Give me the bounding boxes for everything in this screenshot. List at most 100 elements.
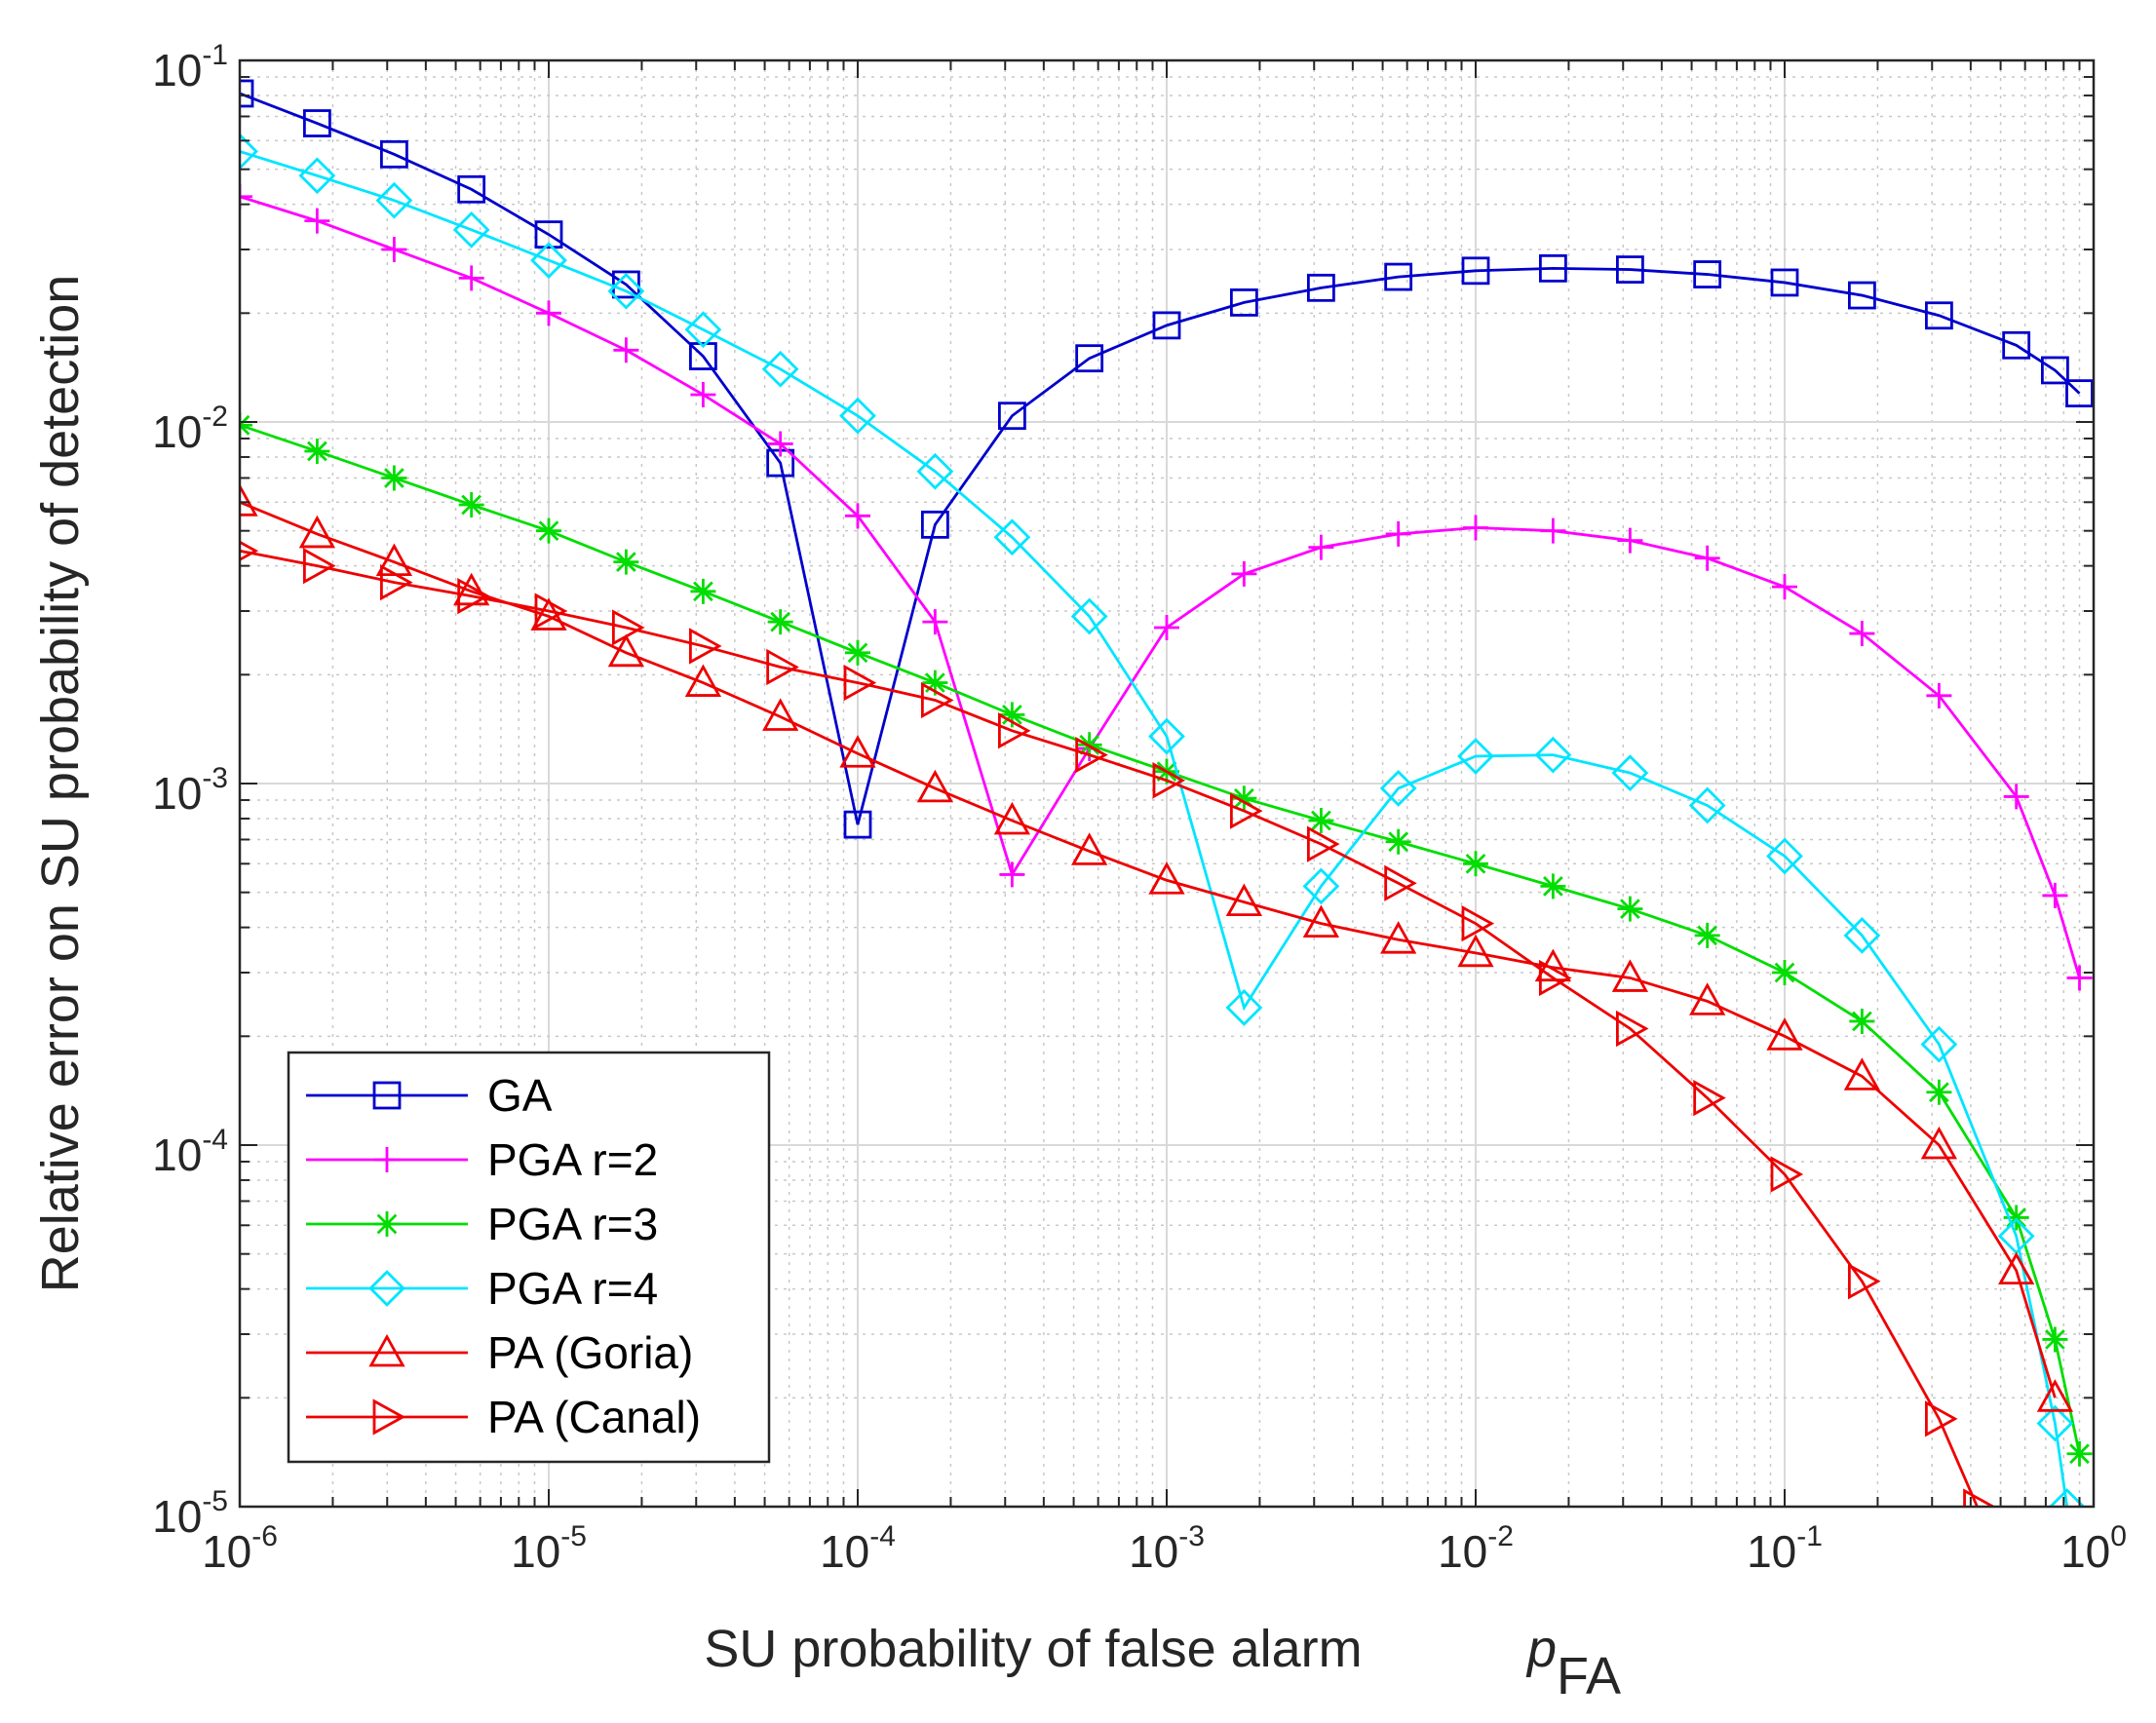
x-axis-label: SU probability of false alarm bbox=[704, 1620, 1362, 1678]
y-tick-label-exponent: -1 bbox=[202, 39, 228, 71]
marker-diamond bbox=[240, 133, 258, 171]
marker-diamond bbox=[1534, 736, 1572, 774]
marker-plus bbox=[1849, 621, 1875, 647]
marker-asterisk bbox=[2066, 1440, 2093, 1467]
marker-triangle-up bbox=[762, 698, 799, 731]
marker-asterisk bbox=[1617, 896, 1643, 922]
marker-triangle-up bbox=[1920, 1126, 1958, 1160]
marker-asterisk bbox=[1694, 922, 1720, 948]
x-tick-label-exponent: 0 bbox=[2110, 1520, 2127, 1552]
marker-diamond bbox=[1302, 867, 1340, 905]
marker-triangle-up bbox=[1843, 1057, 1881, 1091]
marker-asterisk bbox=[1385, 828, 1411, 855]
marker-square bbox=[998, 402, 1026, 431]
x-tick-label-base: 10 bbox=[1129, 1526, 1178, 1577]
marker-plus bbox=[381, 236, 407, 262]
x-tick-label: 10-2 bbox=[1438, 1520, 1514, 1577]
marker-square bbox=[1307, 273, 1335, 302]
marker-asterisk bbox=[304, 439, 330, 465]
marker-asterisk bbox=[2003, 1205, 2029, 1231]
marker-plus bbox=[374, 1147, 400, 1172]
marker-square bbox=[1384, 262, 1413, 291]
marker-plus bbox=[690, 381, 716, 407]
marker-triangle-up bbox=[684, 664, 722, 697]
marker-diamond bbox=[2048, 1488, 2086, 1507]
marker-triangle-right bbox=[1384, 864, 1417, 901]
marker-triangle-up bbox=[1611, 959, 1649, 992]
legend-label: PA (Canal) bbox=[487, 1392, 701, 1442]
marker-asterisk bbox=[1772, 959, 1797, 985]
x-axis-subscript: FA bbox=[1557, 1647, 1621, 1705]
y-tick-label: 10-5 bbox=[152, 1485, 228, 1542]
marker-plus bbox=[1308, 534, 1334, 560]
marker-diamond bbox=[452, 211, 490, 249]
marker-triangle-up bbox=[1457, 934, 1494, 968]
legend-item: PA (Canal) bbox=[306, 1392, 701, 1442]
marker-triangle-right bbox=[766, 648, 799, 686]
x-tick-label-base: 10 bbox=[2060, 1526, 2110, 1577]
marker-asterisk bbox=[767, 609, 793, 635]
marker-diamond bbox=[1688, 786, 1726, 824]
marker-triangle-right bbox=[302, 548, 336, 585]
marker-asterisk bbox=[613, 549, 639, 575]
marker-plus bbox=[240, 183, 252, 210]
marker-square bbox=[457, 174, 486, 204]
marker-triangle-right bbox=[457, 578, 490, 615]
marker-triangle-right bbox=[1693, 1080, 1726, 1117]
x-axis-symbol: p bbox=[1525, 1620, 1557, 1678]
marker-triangle-right bbox=[372, 1398, 406, 1436]
marker-triangle-right bbox=[534, 593, 568, 630]
marker-diamond bbox=[761, 350, 799, 388]
marker-triangle-right bbox=[1461, 905, 1495, 942]
x-tick-label: 10-3 bbox=[1129, 1520, 1205, 1577]
x-tick-label-exponent: -6 bbox=[251, 1520, 278, 1552]
marker-asterisk bbox=[690, 578, 716, 604]
y-tick-label: 10-1 bbox=[152, 39, 228, 96]
x-tick-label-base: 10 bbox=[511, 1526, 560, 1577]
x-tick-label-exponent: -4 bbox=[869, 1520, 896, 1552]
marker-asterisk bbox=[374, 1211, 400, 1237]
y-tick-label-exponent: -5 bbox=[202, 1485, 228, 1517]
legend-label: GA bbox=[487, 1070, 553, 1121]
marker-triangle-right bbox=[920, 681, 954, 719]
y-tick-label-exponent: -2 bbox=[202, 401, 228, 433]
x-tick-label-exponent: -5 bbox=[560, 1520, 587, 1552]
marker-asterisk bbox=[999, 702, 1025, 728]
marker-plus bbox=[1385, 520, 1411, 547]
marker-diamond bbox=[1843, 917, 1881, 954]
marker-diamond bbox=[1070, 597, 1108, 635]
marker-square bbox=[2002, 330, 2031, 360]
marker-triangle-up bbox=[1302, 904, 1340, 938]
marker-plus bbox=[1154, 614, 1179, 640]
marker-plus bbox=[1540, 517, 1566, 544]
legend-item: PGA r=2 bbox=[306, 1134, 658, 1185]
legend-item: GA bbox=[306, 1070, 553, 1121]
y-tick-label-base: 10 bbox=[152, 406, 202, 457]
marker-square bbox=[1770, 268, 1799, 297]
marker-triangle-up bbox=[1766, 1017, 1803, 1051]
marker-square bbox=[534, 220, 563, 249]
marker-square bbox=[920, 510, 949, 539]
marker-diamond bbox=[684, 311, 722, 349]
marker-diamond bbox=[530, 242, 567, 279]
marker-diamond bbox=[916, 452, 954, 490]
marker-plus bbox=[767, 431, 793, 457]
y-tick-label-base: 10 bbox=[152, 1491, 202, 1542]
ticks bbox=[239, 59, 2095, 1508]
marker-diamond bbox=[1920, 1025, 1958, 1063]
marker-diamond bbox=[993, 518, 1031, 556]
marker-diamond bbox=[298, 157, 336, 195]
marker-plus bbox=[1926, 682, 1952, 708]
marker-triangle-up bbox=[993, 801, 1031, 835]
marker-plus bbox=[304, 208, 330, 234]
marker-diamond bbox=[607, 272, 645, 310]
series-line bbox=[240, 501, 2057, 1398]
marker-triangle-right bbox=[689, 628, 722, 665]
marker-plus bbox=[458, 265, 484, 291]
legend-label: PA (Goria) bbox=[487, 1327, 693, 1378]
marker-square bbox=[372, 1081, 402, 1110]
y-tick-label: 10-2 bbox=[152, 401, 228, 457]
x-tick-label-base: 10 bbox=[1438, 1526, 1487, 1577]
marker-diamond bbox=[1379, 770, 1417, 807]
series-layer bbox=[240, 79, 2094, 1507]
